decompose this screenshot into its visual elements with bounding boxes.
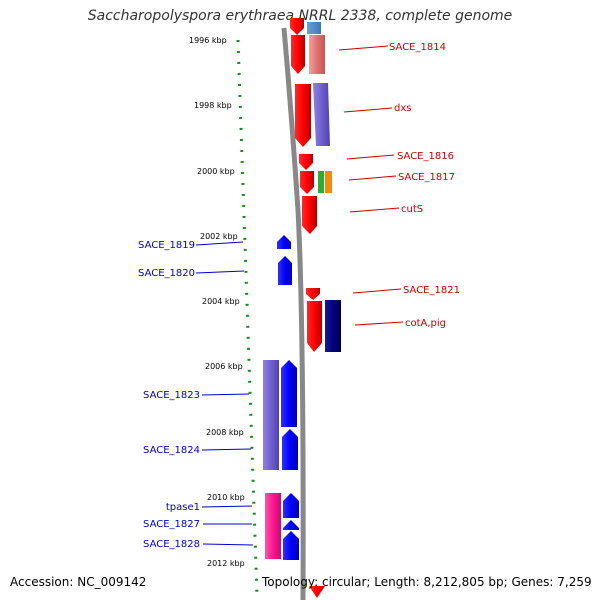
- tick-2000: 2000 kbp: [197, 167, 235, 176]
- gene-label-dxs[interactable]: dxs: [394, 103, 411, 114]
- gene-label-tpase1[interactable]: tpase1: [166, 502, 200, 513]
- gene-arrow-sace-1814-b[interactable]: [309, 35, 325, 74]
- gene-arrow-sace-1819[interactable]: [277, 235, 291, 249]
- gene-arrow-cota[interactable]: [307, 301, 322, 352]
- genome-title: Saccharopolyspora erythraea NRRL 2338, c…: [87, 8, 513, 24]
- gene-arrow-top-red[interactable]: [290, 18, 304, 35]
- gene-label-sace-1821[interactable]: SACE_1821: [403, 285, 460, 296]
- gene-arrow-sace-1827[interactable]: [283, 520, 299, 530]
- backbone-circle: [281, 27, 306, 600]
- right-gene-labels: SACE_1814 dxs SACE_1816 SACE_1817 cutS S…: [389, 42, 460, 329]
- accession-text: Accession: NC_009142: [10, 575, 147, 589]
- tick-1996: 1996 kbp: [189, 36, 227, 45]
- gene-arrow-sace-1821[interactable]: [306, 288, 320, 300]
- gene-arrow-sace-1820[interactable]: [278, 256, 292, 285]
- gene-label-sace-1828[interactable]: SACE_1828: [143, 539, 200, 550]
- gene-label-sace-1823[interactable]: SACE_1823: [143, 390, 200, 401]
- gene-block-sace-1817-orange[interactable]: [325, 171, 332, 193]
- gene-label-sace-1817[interactable]: SACE_1817: [398, 172, 455, 183]
- tick-1998: 1998 kbp: [194, 101, 232, 110]
- gene-label-sace-1816[interactable]: SACE_1816: [397, 151, 454, 162]
- gene-arrow-dxs[interactable]: [295, 84, 311, 147]
- left-gene-labels: SACE_1819 SACE_1820 SACE_1823 SACE_1824 …: [138, 240, 200, 550]
- gene-arrow-sace-1824[interactable]: [282, 429, 298, 470]
- gene-label-cuts[interactable]: cutS: [401, 204, 423, 215]
- gene-arrow-sace-1817[interactable]: [300, 171, 314, 194]
- right-leader-lines: [338, 45, 404, 326]
- gene-block-sace-1823-purple[interactable]: [263, 360, 279, 470]
- outer-dotted-ring-left: [236, 39, 259, 596]
- tick-2012: 2012 kbp: [207, 559, 245, 568]
- tick-2008: 2008 kbp: [206, 428, 244, 437]
- gene-block-top-steel[interactable]: [307, 22, 321, 34]
- gene-arrow-sace-1828[interactable]: [283, 531, 299, 560]
- gene-arrow-sace-1814-a[interactable]: [291, 35, 305, 74]
- tick-2010: 2010 kbp: [207, 493, 245, 502]
- gene-arrow-cuts[interactable]: [302, 196, 317, 234]
- left-leader-lines: [195, 241, 254, 546]
- tick-2004: 2004 kbp: [202, 297, 240, 306]
- gene-label-sace-1819[interactable]: SACE_1819: [138, 240, 195, 251]
- gene-block-sace-1817-green[interactable]: [318, 171, 324, 193]
- gene-arrow-dxs-b[interactable]: [313, 83, 330, 146]
- gene-label-sace-1814[interactable]: SACE_1814: [389, 42, 446, 53]
- forward-genes: [290, 18, 341, 598]
- reverse-genes: [263, 235, 299, 560]
- gene-arrow-bottom-red[interactable]: [309, 586, 325, 598]
- ruler-tick-labels: 1996 kbp 1998 kbp 2000 kbp 2002 kbp 2004…: [189, 36, 245, 568]
- gene-label-sace-1824[interactable]: SACE_1824: [143, 445, 200, 456]
- tick-2006: 2006 kbp: [205, 362, 243, 371]
- gene-arrow-tpase1[interactable]: [283, 493, 299, 518]
- gene-label-sace-1820[interactable]: SACE_1820: [138, 268, 195, 279]
- gene-block-tpase1-magenta[interactable]: [265, 493, 281, 559]
- gene-label-sace-1827[interactable]: SACE_1827: [143, 519, 200, 530]
- tick-2002: 2002 kbp: [200, 232, 238, 241]
- gene-label-cota-pig[interactable]: cotA,pig: [405, 318, 446, 329]
- gene-arrow-sace-1823[interactable]: [281, 360, 297, 427]
- gene-arrow-sace-1816[interactable]: [299, 154, 313, 170]
- gene-block-cota-navy[interactable]: [325, 300, 341, 352]
- genome-summary-text: Topology: circular; Length: 8,212,805 bp…: [262, 575, 592, 589]
